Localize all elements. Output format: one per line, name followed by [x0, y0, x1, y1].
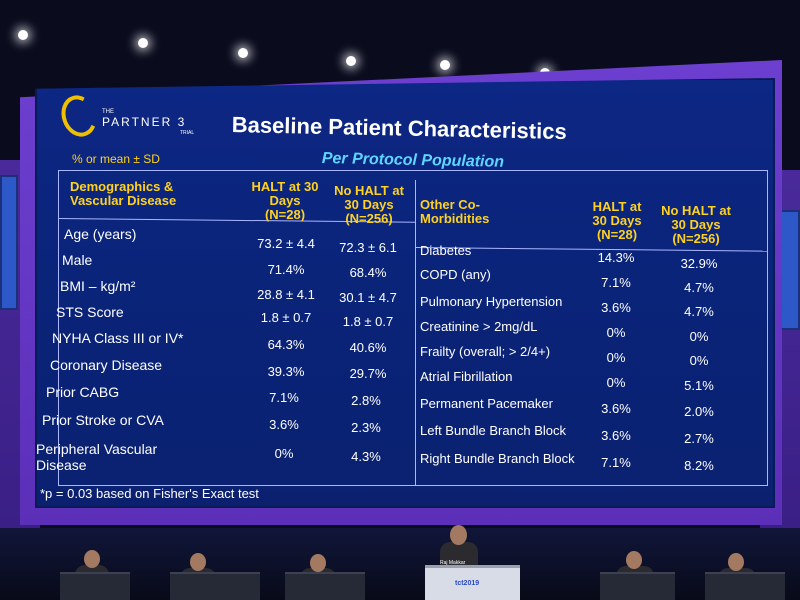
table-border [58, 170, 768, 486]
right-row-halt: 3.6% [601, 401, 631, 416]
left-row-halt: 7.1% [269, 390, 299, 405]
left-row-halt: 0% [274, 446, 294, 461]
left-row-no-halt: 2.8% [351, 393, 381, 408]
right-row-no-halt: 32.9% [680, 256, 718, 271]
right-row-label: COPD (any) [420, 267, 491, 282]
left-row-no-halt: 40.6% [349, 340, 387, 355]
left-row-halt: 39.3% [267, 364, 305, 379]
panel-desk [600, 572, 675, 600]
right-row-label: Atrial Fibrillation [420, 369, 513, 384]
right-row-label: Pulmonary Hypertension [420, 294, 563, 309]
right-row-no-halt: 0% [689, 329, 709, 344]
right-row-halt: 0% [606, 350, 626, 365]
left-row-label: Coronary Disease [50, 357, 163, 373]
left-row-halt: 3.6% [269, 417, 299, 432]
ceiling-light [440, 60, 450, 70]
left-row-no-halt: 2.3% [351, 420, 381, 435]
panelist-head [310, 554, 326, 572]
left-row-label: Male [62, 252, 93, 268]
speaker-head [450, 525, 467, 545]
right-row-halt: 7.1% [601, 455, 631, 470]
right-row-no-halt: 4.7% [684, 304, 714, 319]
ceiling-light [238, 48, 248, 58]
podium-name: Raj Makkar [440, 560, 466, 566]
right-row-no-halt: 2.0% [684, 404, 714, 419]
right-header-label: Other Co-Morbidities [420, 197, 490, 226]
left-row-label: Prior Stroke or CVA [42, 412, 164, 428]
panel-desk [285, 572, 365, 600]
right-row-halt: 14.3% [597, 250, 635, 265]
right-row-label: Left Bundle Branch Block [420, 423, 566, 438]
left-row-no-halt: 1.8 ± 0.7 [342, 314, 394, 329]
table-divider [415, 180, 416, 485]
left-row-halt: 28.8 ± 4.1 [257, 287, 315, 302]
left-row-label: Peripheral Vascular Disease [36, 441, 158, 473]
right-row-no-halt: 5.1% [684, 378, 714, 393]
right-header-halt: HALT at 30 Days (N=28) [592, 199, 642, 242]
panelist-head [84, 550, 100, 568]
units-note: % or mean ± SD [72, 152, 160, 166]
left-row-no-halt: 4.3% [351, 449, 381, 464]
right-row-halt: 0% [606, 325, 626, 340]
left-row-label: NYHA Class III or IV* [52, 330, 184, 346]
left-row-no-halt: 29.7% [349, 366, 387, 381]
left-row-label: Age (years) [64, 226, 137, 242]
left-row-label: STS Score [56, 304, 124, 320]
left-header-label: Demographics & Vascular Disease [70, 179, 177, 208]
panelist-head [728, 553, 744, 571]
panel-desk [170, 572, 260, 600]
right-row-label: Frailty (overall; > 2/4+) [420, 344, 551, 359]
right-row-halt: 3.6% [601, 300, 631, 315]
right-row-label: Right Bundle Branch Block [420, 451, 575, 466]
slide-subtitle: Per Protocol Population [321, 150, 505, 171]
logo-trial: TRIAL [180, 130, 195, 136]
left-row-halt: 64.3% [267, 337, 305, 352]
panelist-head [190, 553, 206, 571]
podium [425, 565, 520, 600]
logo-name: PARTNER 3 [102, 115, 187, 129]
ceiling-light [138, 38, 148, 48]
left-row-halt: 1.8 ± 0.7 [260, 310, 312, 325]
right-row-no-halt: 0% [689, 353, 709, 368]
presentation-slide [35, 78, 775, 508]
panel-desk-right [705, 572, 785, 600]
right-row-halt: 0% [606, 375, 626, 390]
side-screen-left [0, 175, 18, 310]
right-row-no-halt: 8.2% [684, 458, 714, 473]
left-header-halt: HALT at 30 Days (N=28) [251, 179, 319, 222]
right-row-no-halt: 2.7% [684, 431, 714, 446]
left-row-no-halt: 68.4% [349, 265, 387, 280]
panelist-head [626, 551, 642, 569]
podium-logo: tct2019 [455, 580, 480, 587]
left-row-halt: 71.4% [267, 262, 305, 277]
right-row-label: Creatinine > 2mg/dL [420, 319, 538, 334]
logo-the: THE [102, 109, 114, 115]
partner3-logo: THE PARTNER 3 TRIAL [55, 90, 212, 150]
left-row-no-halt: 72.3 ± 6.1 [339, 240, 397, 255]
footnote: *p = 0.03 based on Fisher's Exact test [40, 486, 259, 501]
heart-valve-icon [55, 90, 103, 142]
panel-desk-left [60, 572, 130, 600]
left-row-label: Prior CABG [46, 384, 120, 400]
left-row-no-halt: 30.1 ± 4.7 [339, 290, 397, 305]
right-row-label: Diabetes [420, 243, 472, 258]
left-header-no-halt: No HALT at 30 Days (N=256) [334, 183, 404, 226]
right-row-no-halt: 4.7% [684, 280, 714, 295]
right-row-label: Permanent Pacemaker [420, 396, 553, 411]
right-row-halt: 3.6% [601, 428, 631, 443]
right-header-no-halt: No HALT at 30 Days (N=256) [661, 203, 731, 246]
ceiling-light [346, 56, 356, 66]
left-row-halt: 73.2 ± 4.4 [257, 236, 315, 251]
side-screen-right [780, 210, 800, 330]
ceiling-light [18, 30, 28, 40]
right-row-halt: 7.1% [601, 275, 631, 290]
left-row-label: BMI – kg/m² [60, 278, 136, 294]
